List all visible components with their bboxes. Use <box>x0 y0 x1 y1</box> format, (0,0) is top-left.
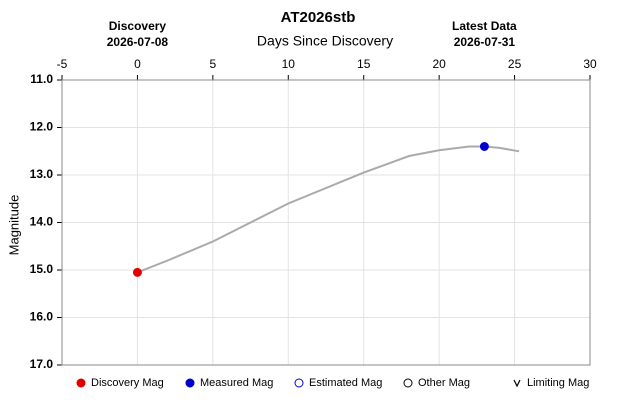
annotation-date: 2026-07-31 <box>454 35 516 49</box>
x-tick-label: 10 <box>282 57 296 71</box>
annotation-label: Latest Data <box>452 19 517 33</box>
legend-marker <box>76 378 86 388</box>
y-tick-label: 14.0 <box>30 215 54 229</box>
y-tick-label: 16.0 <box>30 310 54 324</box>
legend-label: Estimated Mag <box>309 377 382 389</box>
data-point <box>132 267 142 277</box>
legend-label: Discovery Mag <box>91 377 164 389</box>
legend-label: Limiting Mag <box>527 377 589 389</box>
legend-label: Measured Mag <box>200 377 273 389</box>
y-tick-label: 11.0 <box>30 72 53 86</box>
y-tick-label: 15.0 <box>30 262 54 276</box>
y-tick-label: 17.0 <box>30 357 54 371</box>
x-tick-label: 5 <box>210 57 217 71</box>
legend-label: Other Mag <box>418 377 470 389</box>
annotation-label: Discovery <box>109 19 167 33</box>
x-tick-label: 30 <box>583 57 597 71</box>
light-curve <box>137 145 520 274</box>
x-tick-label: 20 <box>432 57 446 71</box>
legend-marker <box>513 379 521 388</box>
legend-marker <box>185 378 195 388</box>
x-tick-label: 0 <box>134 57 141 71</box>
annotation-date: 2026-07-08 <box>107 35 169 49</box>
legend-marker <box>294 378 304 388</box>
x-tick-label: 15 <box>357 57 371 71</box>
chart-title: AT2026stb <box>281 9 356 26</box>
data-point <box>479 142 489 151</box>
plot-frame <box>61 79 591 366</box>
x-tick-label: 25 <box>508 57 522 71</box>
x-axis-label: Days Since Discovery <box>257 33 393 49</box>
y-tick-label: 13.0 <box>30 167 54 181</box>
x-tick-label: -5 <box>57 57 68 71</box>
y-tick-label: 12.0 <box>30 120 54 134</box>
legend-marker <box>403 378 413 388</box>
y-axis-label: Magnitude <box>6 195 21 256</box>
